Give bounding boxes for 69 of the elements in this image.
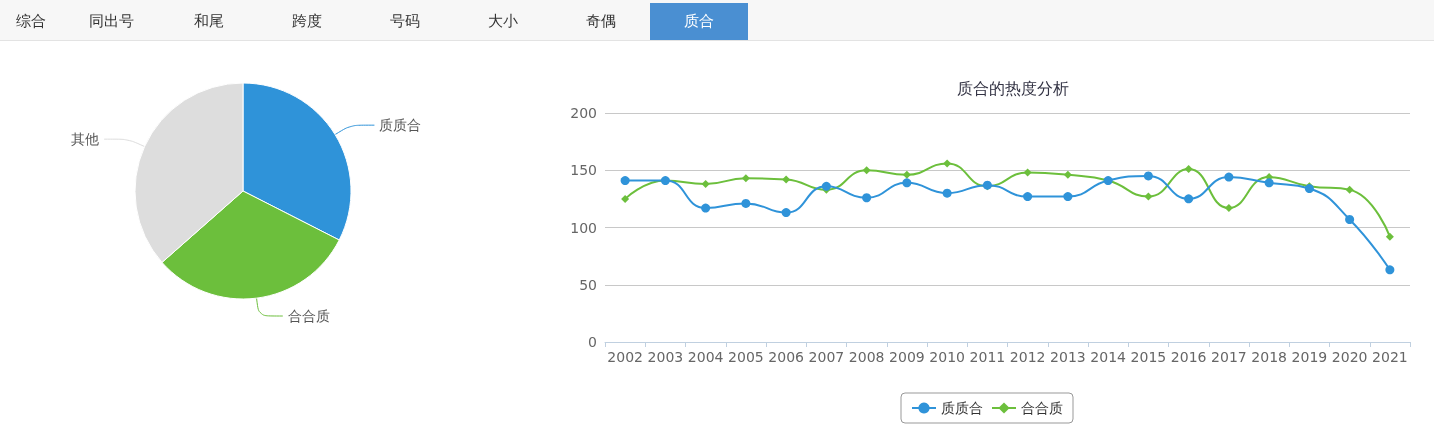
legend-label: 合合质 xyxy=(1021,400,1063,416)
text: 奇偶 xyxy=(585,11,617,32)
point xyxy=(1184,165,1193,174)
y-tick-label: 0 xyxy=(588,334,597,350)
point xyxy=(1144,192,1153,201)
x-tick-label: 2016 xyxy=(1170,349,1207,365)
point xyxy=(1063,170,1072,179)
point xyxy=(862,193,872,203)
x-tick-label: 2004 xyxy=(687,349,724,365)
text: 号码 xyxy=(389,11,421,32)
point xyxy=(902,170,911,179)
x-tick-label: 2008 xyxy=(848,349,885,365)
x-tick-label: 2006 xyxy=(768,349,805,365)
slice-label: 其他 xyxy=(71,131,100,148)
point xyxy=(1385,232,1394,241)
y-tick-label: 100 xyxy=(570,219,597,236)
x-tick-label: 2015 xyxy=(1130,349,1167,365)
x-tick-label: 2019 xyxy=(1291,349,1328,365)
point xyxy=(741,198,751,208)
point xyxy=(1184,194,1194,204)
y-tick-label: 200 xyxy=(570,105,597,121)
point xyxy=(620,176,630,186)
chart-title: 质合的热度分析 xyxy=(956,78,1069,98)
y-tick-label: 150 xyxy=(570,162,597,179)
text: 综合 xyxy=(15,11,47,32)
slice-label: 合合质 xyxy=(287,308,330,325)
slice-label: 质质合 xyxy=(379,117,422,134)
text: 质合 xyxy=(650,3,748,40)
point xyxy=(862,166,871,175)
x-tick-label: 2009 xyxy=(889,349,925,365)
x-tick-label: 2014 xyxy=(1090,349,1127,365)
legend-label: 质质合 xyxy=(941,400,983,416)
point xyxy=(1143,171,1153,181)
point xyxy=(1023,192,1033,202)
point xyxy=(942,188,952,198)
point xyxy=(943,159,952,168)
x-tick-label: 2011 xyxy=(969,349,1006,365)
point xyxy=(1345,214,1355,224)
x-tick-label: 2013 xyxy=(1050,349,1086,365)
point xyxy=(741,174,750,183)
x-tick-label: 2003 xyxy=(647,349,684,365)
point xyxy=(782,175,791,184)
x-tick-label: 2018 xyxy=(1251,349,1287,365)
point xyxy=(1224,172,1234,182)
point xyxy=(621,194,630,203)
text: 同出号 xyxy=(87,11,135,32)
point xyxy=(781,208,791,218)
point xyxy=(701,203,711,213)
x-tick-label: 2010 xyxy=(929,349,965,365)
text: 跨度 xyxy=(291,11,323,32)
point xyxy=(1063,192,1073,202)
x-tick-label: 2020 xyxy=(1331,349,1368,365)
point xyxy=(902,178,912,188)
point xyxy=(821,181,831,191)
text: 大小 xyxy=(487,11,519,32)
point xyxy=(1345,185,1354,194)
x-tick-label: 2007 xyxy=(808,349,845,365)
text: 和尾 xyxy=(193,11,225,32)
point xyxy=(1023,168,1032,177)
point xyxy=(1264,178,1274,188)
x-tick-label: 2002 xyxy=(607,349,643,365)
x-tick-label: 2005 xyxy=(728,349,764,365)
point xyxy=(701,179,710,188)
point xyxy=(1224,204,1233,213)
x-tick-label: 2021 xyxy=(1372,349,1408,365)
point xyxy=(1385,265,1395,275)
y-tick-label: 50 xyxy=(579,276,597,293)
x-tick-label: 2012 xyxy=(1009,349,1046,365)
x-tick-label: 2017 xyxy=(1211,349,1247,365)
